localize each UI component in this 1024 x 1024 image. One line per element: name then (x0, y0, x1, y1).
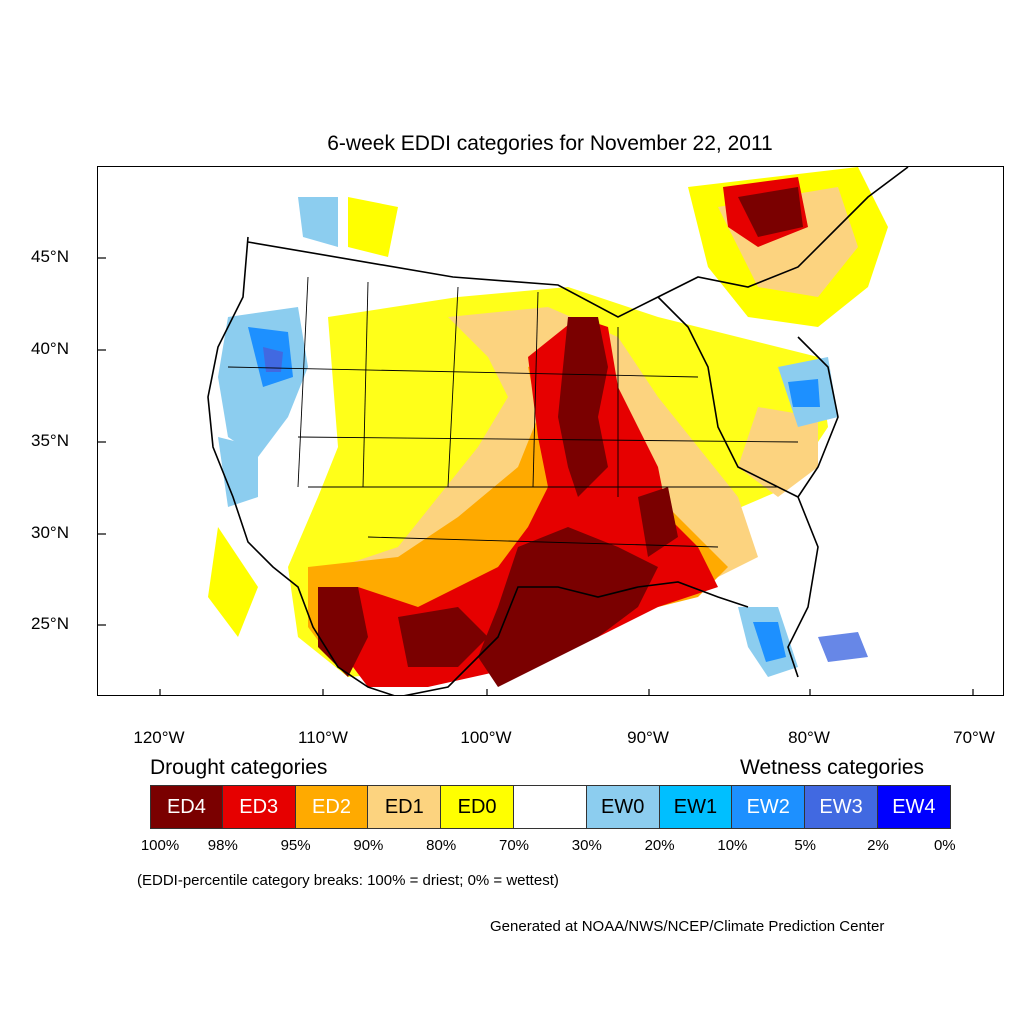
category-patches (208, 167, 888, 687)
percentile-label: 20% (644, 837, 675, 854)
legend-swatch-ed1: ED1 (368, 785, 442, 829)
legend-swatch-ed3: ED3 (222, 785, 296, 829)
percentile-label: 5% (794, 837, 817, 854)
lat-label-25: 25°N (31, 614, 69, 633)
percentile-label: 30% (571, 837, 602, 854)
percentile-label: 98% (207, 837, 238, 854)
wetness-heading: Wetness categories (740, 756, 925, 779)
percentile-label: 2% (867, 837, 889, 854)
lat-label-45: 45°N (31, 247, 69, 266)
percentile-label: 70% (498, 837, 530, 854)
percentile-label: 10% (717, 837, 748, 854)
category-note: (EDDI-percentile category breaks: 100% =… (137, 872, 559, 889)
percentile-label: 95% (280, 837, 311, 854)
lon-label-100: 100°W (460, 728, 512, 747)
legend-swatch-ew1: EW1 (659, 785, 733, 829)
percentile-label: 90% (353, 837, 384, 854)
lon-label-110: 110°W (298, 728, 348, 747)
legend-swatch-ew3: EW3 (805, 785, 878, 829)
percentile-label: 0% (933, 837, 956, 854)
boundaries (207, 167, 909, 695)
legend-swatch-ew4: EW4 (877, 785, 951, 829)
legend-swatch-ed0: ED0 (441, 785, 514, 829)
legend-swatch-normal (513, 785, 587, 829)
axis-ticks (98, 257, 974, 695)
lon-label-80: 80°W (788, 728, 830, 747)
legend-swatch-ed4: ED4 (150, 785, 223, 829)
legend-swatch-ew2: EW2 (732, 785, 806, 829)
percentile-label: 100% (140, 837, 180, 854)
lat-label-40: 40°N (31, 339, 69, 358)
percentile-label: 80% (426, 837, 457, 854)
lon-label-90: 90°W (627, 728, 669, 747)
legend-swatch-ed2: ED2 (295, 785, 369, 829)
category-legend: ED4 ED3 ED2 ED1 ED0 EW0 EW1 EW2 EW3 EW4 (150, 785, 951, 829)
lon-label-120: 120°W (133, 728, 185, 747)
eddi-map (97, 166, 1004, 696)
legend-swatch-ew0: EW0 (586, 785, 660, 829)
state-borders (227, 276, 799, 548)
map-title: 6-week EDDI categories for November 22, … (327, 132, 773, 155)
lon-label-70: 70°W (953, 728, 995, 747)
credit-line: Generated at NOAA/NWS/NCEP/Climate Predi… (490, 918, 885, 935)
lat-label-35: 35°N (31, 431, 69, 450)
lat-label-30: 30°N (31, 523, 69, 542)
drought-heading: Drought categories (150, 756, 328, 779)
eddi-map-canvas (98, 167, 974, 695)
